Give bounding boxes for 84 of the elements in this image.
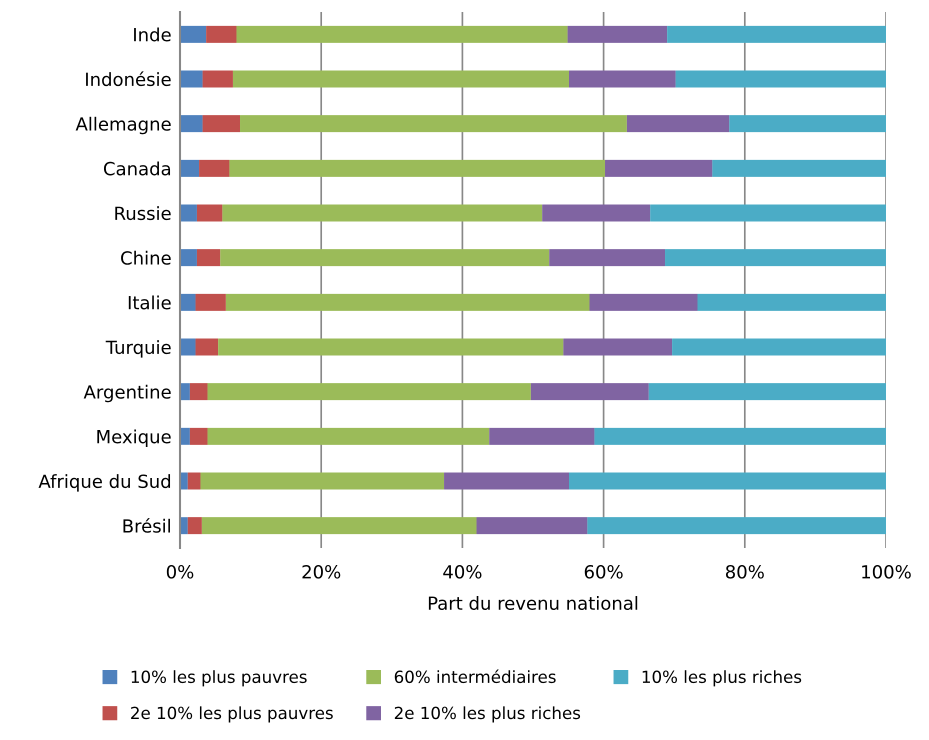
bar [180,204,197,222]
bar [180,517,188,534]
bar [729,115,886,132]
bar [226,294,590,311]
bar [569,472,886,490]
bar [196,294,226,311]
x-tick-label: 100% [862,564,911,579]
bar [236,26,568,43]
bar [568,26,668,43]
y-tick-label: Turquie [106,340,171,358]
bar [589,294,698,311]
x-tick-label: 40% [443,564,482,579]
bar [180,70,203,88]
bar [188,517,202,534]
bar [180,115,203,132]
bar [196,338,218,356]
bar [542,204,650,222]
bar [476,517,588,534]
y-tick-label: Mexique [97,429,171,447]
bar [202,115,240,132]
bar [229,160,606,177]
bar [563,338,672,356]
y-tick-label: Russie [115,206,171,220]
y-tick-label: Italie [128,295,171,310]
legend-label: 60% intermédiaires [394,670,556,684]
bar [199,160,230,177]
y-tick-label: Afrique du Sud [38,474,170,492]
bar [698,294,886,311]
bar [180,338,196,356]
bar [208,383,531,400]
bar [676,70,886,88]
y-tick-label: Chine [121,250,171,265]
bar [180,472,188,490]
bar [222,204,542,222]
bar [180,294,196,311]
y-tick-label: Inde [134,27,171,42]
bar [190,428,208,445]
bar [605,160,712,177]
bar [594,428,886,445]
y-tick-label: Argentine [84,384,171,402]
bar [180,428,190,445]
bar [665,249,886,266]
bar [206,26,236,43]
bar [650,204,886,222]
bar [232,70,570,88]
bar [220,249,550,266]
y-tick-label: Canada [104,161,170,176]
bar [188,472,200,490]
bar [180,160,200,177]
bar [202,517,477,534]
legend-label: 2e 10% les plus riches [394,706,580,722]
bar [712,160,886,177]
legend-label: 2e 10% les plus pauvres [131,706,333,722]
bar [202,70,233,88]
bar [240,115,627,132]
bar [180,26,206,43]
x-tick-label: 80% [726,564,764,579]
bar [530,383,649,400]
bar [667,26,886,43]
bar [200,472,444,490]
bar [648,383,886,400]
bar [196,249,220,266]
bar [180,249,197,266]
x-axis-title: Part du revenu national [428,596,638,610]
bar [587,517,886,534]
y-tick-label: Allemagne [76,116,171,134]
x-tick-label: 0% [166,564,194,579]
bar [444,472,570,490]
bar [549,249,666,266]
x-tick-label: 60% [584,564,623,579]
legend-label: 10% les plus riches [642,670,802,686]
bar [626,115,730,132]
bar [180,383,190,400]
bar [208,428,490,445]
bar [196,204,222,222]
bar [569,70,676,88]
y-tick-label: Brésil [123,518,170,533]
bar [218,338,564,356]
y-tick-label: Indonésie [86,71,171,86]
bar [489,428,594,445]
x-tick-label: 20% [302,564,340,579]
bar [672,338,886,356]
legend-label: 10% les plus pauvres [132,670,307,686]
bar [190,383,208,400]
